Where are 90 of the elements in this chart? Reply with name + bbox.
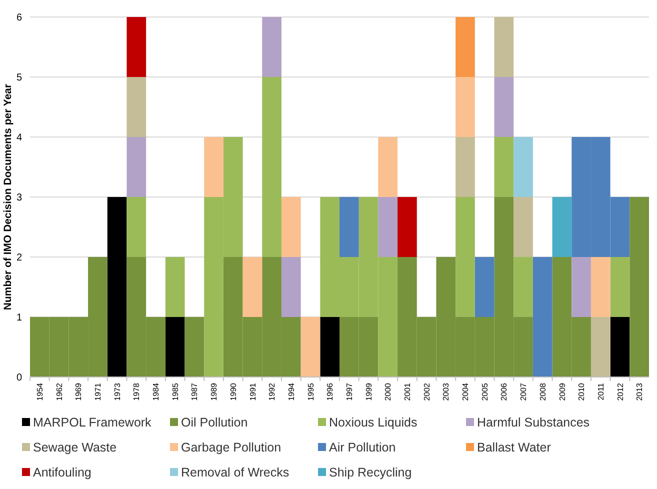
bar	[340, 197, 359, 257]
x-tick-label: 1990	[228, 382, 238, 401]
bar	[494, 17, 514, 77]
bar	[165, 257, 185, 317]
x-tick-label: 1954	[35, 382, 44, 401]
y-tick-label: 3	[16, 192, 22, 204]
bar	[165, 317, 185, 377]
x-tick-label: 1978	[132, 382, 142, 401]
bar	[262, 17, 282, 77]
bar	[514, 257, 533, 317]
y-axis-title: Number of IMO Decision Documents per Year	[2, 84, 14, 310]
x-tick-label: 1999	[364, 382, 374, 401]
x-tick-label: 1969	[74, 382, 84, 401]
bar	[126, 17, 146, 77]
x-tick-label: 2008	[538, 382, 548, 401]
bar	[474, 257, 494, 317]
x-tick-label: 2010	[577, 382, 586, 401]
legend-label: Removal of Wrecks	[181, 465, 290, 480]
bar	[281, 257, 301, 317]
bar	[262, 77, 282, 257]
bar	[514, 197, 533, 257]
y-tick-label: 6	[16, 12, 22, 24]
x-tick-label: 1985	[170, 382, 180, 401]
x-tick-label: 1973	[112, 382, 122, 401]
x-tick-label: 1997	[344, 382, 354, 401]
legend-label: Harmful Substances	[477, 415, 590, 430]
x-tick-label: 1971	[94, 382, 103, 401]
x-tick-label: 2006	[500, 382, 509, 401]
bar	[184, 317, 204, 377]
x-tick-label: 2013	[635, 382, 644, 401]
legend-label: Sewage Waste	[33, 440, 117, 454]
x-tick-label: 1987	[190, 382, 200, 401]
x-tick-label: 1995	[306, 382, 316, 401]
bar	[590, 257, 610, 317]
legend-label: Air Pollution	[329, 440, 396, 454]
bar	[590, 317, 610, 377]
bar	[320, 317, 340, 377]
legend-label: MARPOL Framework	[33, 415, 152, 430]
bar	[494, 137, 514, 197]
bar	[281, 197, 301, 257]
bar	[378, 137, 398, 197]
x-tick-label: 1992	[268, 382, 277, 401]
bar	[456, 197, 475, 317]
bar	[630, 197, 649, 377]
legend-label: Garbage Pollution	[181, 440, 282, 454]
bar	[204, 137, 224, 197]
y-tick-label: 4	[16, 132, 22, 144]
x-tick-label: 2009	[558, 382, 567, 401]
x-tick-label: 2011	[596, 382, 606, 400]
bar	[494, 77, 514, 137]
bar	[610, 317, 630, 377]
bar	[126, 137, 146, 197]
x-tick-label: 2005	[480, 382, 490, 401]
x-tick-label: 1989	[210, 382, 219, 401]
bar	[456, 17, 475, 77]
legend-label: Antifouling	[33, 465, 92, 480]
x-tick-label: 2003	[442, 382, 451, 401]
x-tick-label: 2001	[403, 382, 412, 401]
bar	[532, 257, 552, 377]
legend-label: Ballast Water	[477, 440, 551, 454]
legend-label: Oil Pollution	[181, 415, 248, 430]
x-tick-label: 1962	[54, 382, 64, 401]
x-tick-label: 2000	[384, 382, 393, 401]
bar	[126, 197, 146, 257]
x-tick-label: 1994	[286, 382, 296, 401]
x-tick-label: 2004	[461, 382, 470, 401]
bar	[456, 137, 475, 197]
legend-label: Noxious Liquids	[329, 415, 418, 430]
x-tick-label: 2002	[422, 382, 432, 401]
bar	[456, 77, 475, 137]
y-tick-label: 2	[16, 252, 22, 264]
bar	[398, 197, 417, 257]
x-tick-label: 1996	[326, 382, 335, 401]
bar	[610, 257, 630, 317]
bar	[242, 257, 262, 317]
bar	[107, 197, 127, 377]
y-tick-label: 5	[16, 72, 22, 84]
bar	[378, 197, 398, 257]
x-tick-label: 1991	[248, 382, 258, 401]
bar	[126, 77, 146, 137]
legend-label: Ship Recycling	[329, 465, 412, 480]
x-tick-label: 2012	[616, 382, 625, 401]
x-tick-label: 2007	[519, 382, 528, 401]
y-tick-label: 0	[16, 372, 22, 384]
bar	[572, 257, 591, 317]
bar	[300, 317, 320, 377]
bar	[552, 197, 572, 257]
bar	[514, 137, 533, 197]
y-tick-label: 1	[16, 312, 22, 324]
x-tick-label: 1984	[152, 382, 161, 401]
